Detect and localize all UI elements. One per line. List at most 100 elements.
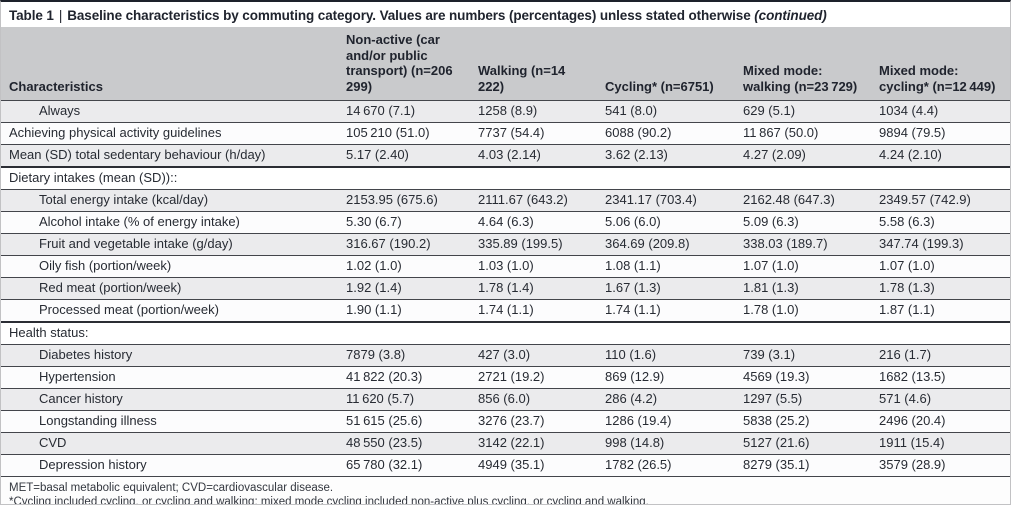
cell-value: 2496 (20.4) (871, 410, 1010, 433)
cell-value: 1.67 (1.3) (597, 277, 735, 300)
row-label: CVD (1, 432, 338, 455)
cell-value: 7737 (54.4) (470, 122, 597, 145)
cell-value: 998 (14.8) (597, 432, 735, 455)
table-footnotes: MET=basal metabolic equivalent; CVD=card… (1, 477, 1010, 504)
cell-value: 51 615 (25.6) (338, 410, 470, 433)
cell-value: 427 (3.0) (470, 344, 597, 367)
cell-value: 1034 (4.4) (871, 100, 1010, 123)
table-row: Mean (SD) total sedentary behaviour (h/d… (1, 144, 1010, 167)
column-header: Mixed mode: cycling* (n=12 449) (871, 27, 1010, 101)
title-text: Baseline characteristics by commuting ca… (67, 8, 751, 23)
cell-value: 316.67 (190.2) (338, 233, 470, 256)
cell-value: 1.90 (1.1) (338, 299, 470, 322)
cell-value: 739 (3.1) (735, 344, 871, 367)
row-label: Mean (SD) total sedentary behaviour (h/d… (1, 144, 338, 167)
cell-value: 5838 (25.2) (735, 410, 871, 433)
cell-value: 5.30 (6.7) (338, 211, 470, 234)
section-label: Dietary intakes (mean (SD)):: (1, 167, 1010, 190)
cell-value: 5.06 (6.0) (597, 211, 735, 234)
cell-value: 571 (4.6) (871, 388, 1010, 411)
cell-value: 541 (8.0) (597, 100, 735, 123)
cell-value: 4.27 (2.09) (735, 144, 871, 167)
cell-value: 3579 (28.9) (871, 454, 1010, 477)
cell-value: 3142 (22.1) (470, 432, 597, 455)
cell-value: 1.81 (1.3) (735, 277, 871, 300)
cell-value: 4.64 (6.3) (470, 211, 597, 234)
row-label: Longstanding illness (1, 410, 338, 433)
row-label: Always (1, 100, 338, 123)
row-label: Red meat (portion/week) (1, 277, 338, 300)
cell-value: 105 210 (51.0) (338, 122, 470, 145)
row-label: Processed meat (portion/week) (1, 299, 338, 322)
cell-value: 216 (1.7) (871, 344, 1010, 367)
cell-value: 335.89 (199.5) (470, 233, 597, 256)
cell-value: 364.69 (209.8) (597, 233, 735, 256)
cell-value: 11 620 (5.7) (338, 388, 470, 411)
section-header-row: Dietary intakes (mean (SD)):: (1, 167, 1010, 190)
cell-value: 1.08 (1.1) (597, 255, 735, 278)
page-title: Table 1 | Baseline characteristics by comm… (1, 2, 1010, 27)
table-row: Longstanding illness 51 615 (25.6) 3276 (2… (1, 410, 1010, 433)
cell-value: 4569 (19.3) (735, 366, 871, 389)
cell-value: 1.74 (1.1) (470, 299, 597, 322)
cell-value: 5.17 (2.40) (338, 144, 470, 167)
section-label: Health status: (1, 322, 1010, 345)
table-row: Total energy intake (kcal/day) 2153.95 (6… (1, 189, 1010, 212)
cell-value: 1.78 (1.4) (470, 277, 597, 300)
cell-value: 1286 (19.4) (597, 410, 735, 433)
table-row: Achieving physical activity guidelines 10… (1, 122, 1010, 145)
cell-value: 2153.95 (675.6) (338, 189, 470, 212)
cell-value: 1258 (8.9) (470, 100, 597, 123)
table-row: Cancer history 11 620 (5.7) 856 (6.0) 286 (… (1, 388, 1010, 411)
table-row: Alcohol intake (% of energy intake) 5.30 … (1, 211, 1010, 234)
cell-value: 11 867 (50.0) (735, 122, 871, 145)
column-header-characteristics: Characteristics (1, 27, 338, 101)
table-row: Oily fish (portion/week) 1.02 (1.0) 1.03 (… (1, 255, 1010, 278)
table-header-row: Characteristics Non-active (car and/or pu… (1, 27, 1010, 101)
cell-value: 2341.17 (703.4) (597, 189, 735, 212)
cell-value: 48 550 (23.5) (338, 432, 470, 455)
footnote-line: MET=basal metabolic equivalent; CVD=card… (9, 482, 334, 494)
cell-value: 41 822 (20.3) (338, 366, 470, 389)
table-body: Always 14 670 (7.1) 1258 (8.9) 541 (8.0) 629… (1, 100, 1010, 477)
cell-value: 3276 (23.7) (470, 410, 597, 433)
cell-value: 4.24 (2.10) (871, 144, 1010, 167)
cell-value: 1297 (5.5) (735, 388, 871, 411)
cell-value: 4.03 (2.14) (470, 144, 597, 167)
cell-value: 5127 (21.6) (735, 432, 871, 455)
row-label: Fruit and vegetable intake (g/day) (1, 233, 338, 256)
cell-value: 2162.48 (647.3) (735, 189, 871, 212)
cell-value: 1.74 (1.1) (597, 299, 735, 322)
section-header-row: Health status: (1, 322, 1010, 345)
cell-value: 4949 (35.1) (470, 454, 597, 477)
cell-value: 286 (4.2) (597, 388, 735, 411)
cell-value: 2721 (19.2) (470, 366, 597, 389)
cell-value: 1.03 (1.0) (470, 255, 597, 278)
table-row: Processed meat (portion/week) 1.90 (1.1) 1… (1, 299, 1010, 322)
cell-value: 5.09 (6.3) (735, 211, 871, 234)
cell-value: 1911 (15.4) (871, 432, 1010, 455)
column-header: Mixed mode: walking (n=23 729) (735, 27, 871, 101)
cell-value: 869 (12.9) (597, 366, 735, 389)
row-label: Hypertension (1, 366, 338, 389)
cell-value: 2349.57 (742.9) (871, 189, 1010, 212)
cell-value: 8279 (35.1) (735, 454, 871, 477)
row-label: Total energy intake (kcal/day) (1, 189, 338, 212)
row-label: Oily fish (portion/week) (1, 255, 338, 278)
table-row: Diabetes history 7879 (3.8) 427 (3.0) 110 (… (1, 344, 1010, 367)
cell-value: 1.07 (1.0) (735, 255, 871, 278)
cell-value: 1782 (26.5) (597, 454, 735, 477)
row-label: Cancer history (1, 388, 338, 411)
cell-value: 347.74 (199.3) (871, 233, 1010, 256)
table-row: Fruit and vegetable intake (g/day) 316.67… (1, 233, 1010, 256)
table-row: CVD 48 550 (23.5) 3142 (22.1) 998 (14.8) 512… (1, 432, 1010, 455)
baseline-characteristics-table: Characteristics Non-active (car and/or pu… (1, 27, 1010, 477)
cell-value: 1.87 (1.1) (871, 299, 1010, 322)
cell-value: 1.02 (1.0) (338, 255, 470, 278)
cell-value: 9894 (79.5) (871, 122, 1010, 145)
table-row: Depression history 65 780 (32.1) 4949 (35.… (1, 454, 1010, 477)
column-header: Walking (n=14 222) (470, 27, 597, 101)
table-row: Always 14 670 (7.1) 1258 (8.9) 541 (8.0) 629… (1, 100, 1010, 123)
cell-value: 1.78 (1.0) (735, 299, 871, 322)
